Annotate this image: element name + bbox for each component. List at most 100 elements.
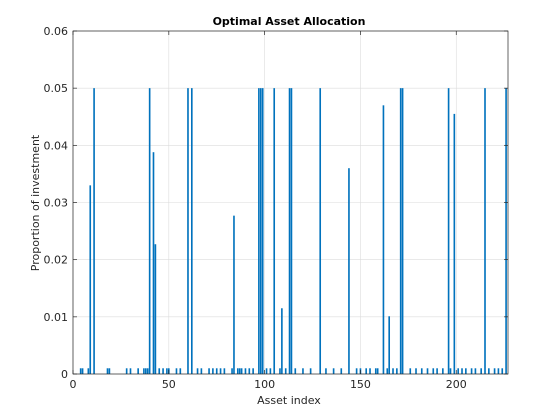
bar [376, 368, 379, 374]
bar [265, 368, 268, 374]
bar [294, 368, 297, 374]
bar [284, 368, 287, 374]
bar [325, 368, 327, 374]
bar [369, 368, 371, 374]
bar [196, 368, 199, 374]
bar [505, 88, 507, 375]
y-tick-label: 0.04 [44, 139, 69, 152]
bar [340, 368, 343, 374]
bar [426, 368, 429, 374]
bar [269, 368, 272, 374]
bar [470, 368, 473, 374]
x-tick-label: 50 [162, 378, 176, 391]
bar [261, 88, 264, 375]
bar [252, 368, 254, 374]
y-tick-label: 0.03 [44, 197, 69, 210]
x-tick-label: 0 [70, 378, 77, 391]
bar [89, 185, 92, 374]
bar [154, 244, 157, 374]
y-tick-label: 0.06 [44, 25, 69, 38]
bar [231, 368, 233, 374]
bar [258, 88, 260, 375]
bar [348, 168, 350, 374]
bars [79, 88, 507, 375]
bar [365, 368, 368, 374]
bar [212, 368, 214, 374]
x-tick-label: 150 [350, 378, 371, 391]
bar [415, 368, 417, 374]
bar [474, 368, 477, 374]
bar [401, 88, 404, 375]
bar [187, 88, 189, 375]
bar [302, 368, 304, 374]
bar [461, 368, 463, 374]
bar [200, 368, 203, 374]
bar [143, 368, 145, 374]
bar [457, 368, 459, 374]
bar [106, 368, 109, 374]
bar [158, 368, 161, 374]
bar [125, 368, 128, 374]
bar [355, 368, 358, 374]
bar [388, 316, 391, 374]
x-tick-label: 200 [446, 378, 467, 391]
bar [497, 368, 500, 374]
bar [332, 368, 335, 374]
bar [145, 368, 147, 374]
bar [179, 368, 182, 374]
bar [259, 88, 262, 375]
y-tick-label: 0 [61, 368, 68, 381]
bar [290, 88, 293, 375]
bar [190, 88, 193, 375]
bar [484, 88, 486, 375]
bar [480, 368, 482, 374]
bar [129, 368, 132, 374]
bar [288, 88, 291, 375]
bar [152, 152, 155, 374]
bar [248, 368, 251, 374]
bar [447, 88, 450, 375]
bar [166, 368, 168, 374]
bar [236, 368, 239, 374]
ticks [72, 30, 508, 375]
x-axis-title: Asset index [257, 394, 321, 407]
y-tick-label: 0.01 [44, 311, 69, 324]
bar [137, 368, 139, 374]
bar [453, 113, 456, 375]
bar [108, 368, 111, 374]
bar [81, 368, 84, 374]
bar [501, 368, 504, 374]
bar [87, 368, 90, 374]
y-tick-label: 0.05 [44, 82, 69, 95]
x-tick-label: 100 [254, 378, 275, 391]
bar [436, 368, 438, 374]
bar [208, 368, 210, 374]
bar [146, 368, 149, 374]
y-tick-label: 0.02 [44, 254, 69, 267]
bar [281, 308, 283, 374]
bar [488, 368, 490, 374]
bar [449, 368, 452, 374]
bar [148, 88, 151, 375]
bar [238, 368, 241, 374]
bar [374, 368, 377, 374]
bar [409, 368, 412, 374]
bar [432, 368, 435, 374]
bar [396, 368, 398, 374]
bar [399, 88, 402, 375]
bar [215, 368, 218, 374]
bar [309, 368, 312, 374]
y-tick-labels: 0 0.01 0.02 0.03 0.04 0.05 0.06 [44, 25, 69, 381]
bar [240, 368, 243, 374]
bar [162, 368, 164, 374]
bar [244, 368, 247, 374]
bar [465, 368, 467, 374]
bar [319, 88, 322, 375]
bar [175, 368, 178, 374]
bar [219, 368, 222, 374]
bar [273, 88, 276, 375]
bar [386, 368, 389, 374]
bar [93, 88, 95, 375]
bar [279, 368, 281, 374]
